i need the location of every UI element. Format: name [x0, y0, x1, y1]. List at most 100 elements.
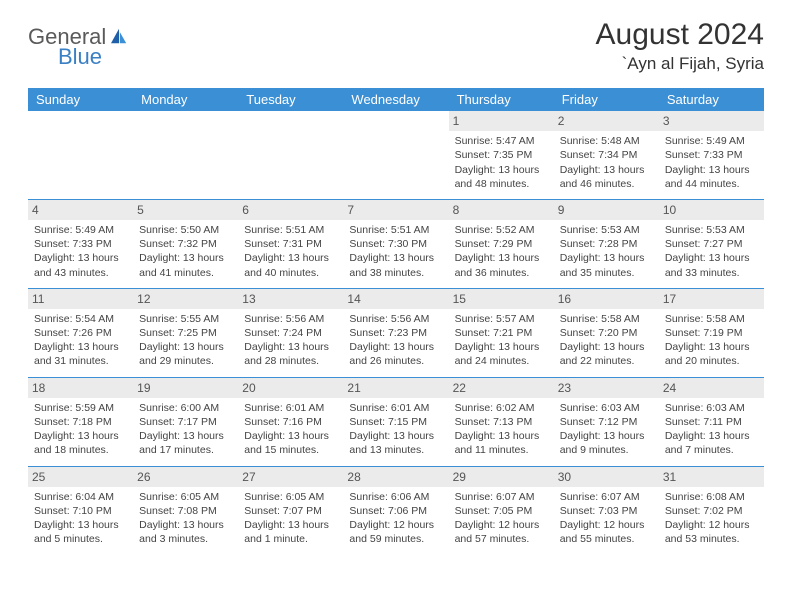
day-number: 10: [659, 200, 764, 220]
sunset-text: Sunset: 7:29 PM: [455, 237, 548, 251]
day-cell: 29Sunrise: 6:07 AMSunset: 7:05 PMDayligh…: [449, 466, 554, 554]
daylight-text: Daylight: 13 hours and 36 minutes.: [455, 251, 548, 279]
sunrise-text: Sunrise: 5:58 AM: [665, 312, 758, 326]
sunrise-text: Sunrise: 5:49 AM: [665, 134, 758, 148]
sunset-text: Sunset: 7:07 PM: [244, 504, 337, 518]
daylight-text: Daylight: 13 hours and 43 minutes.: [34, 251, 127, 279]
location-label: `Ayn al Fijah, Syria: [596, 54, 764, 74]
week-row: 1Sunrise: 5:47 AMSunset: 7:35 PMDaylight…: [28, 111, 764, 199]
sunset-text: Sunset: 7:28 PM: [560, 237, 653, 251]
sunrise-text: Sunrise: 6:08 AM: [665, 490, 758, 504]
sunrise-text: Sunrise: 6:06 AM: [349, 490, 442, 504]
day-header: Sunday: [28, 88, 133, 111]
sunset-text: Sunset: 7:16 PM: [244, 415, 337, 429]
day-cell: 9Sunrise: 5:53 AMSunset: 7:28 PMDaylight…: [554, 199, 659, 288]
daylight-text: Daylight: 13 hours and 29 minutes.: [139, 340, 232, 368]
daylight-text: Daylight: 12 hours and 55 minutes.: [560, 518, 653, 546]
day-header: Saturday: [659, 88, 764, 111]
week-row: 4Sunrise: 5:49 AMSunset: 7:33 PMDaylight…: [28, 199, 764, 288]
sunset-text: Sunset: 7:20 PM: [560, 326, 653, 340]
day-cell: 12 Sunrise: 5:55 AMSunset: 7:25 PMDayligh…: [133, 288, 238, 377]
day-cell: 28Sunrise: 6:06 AMSunset: 7:06 PMDayligh…: [343, 466, 448, 554]
daylight-text: Daylight: 13 hours and 1 minute.: [244, 518, 337, 546]
day-number: 18: [28, 378, 133, 398]
daylight-text: Daylight: 13 hours and 20 minutes.: [665, 340, 758, 368]
sunset-text: Sunset: 7:33 PM: [34, 237, 127, 251]
day-number: 5: [133, 200, 238, 220]
sunset-text: Sunset: 7:27 PM: [665, 237, 758, 251]
sunset-text: Sunset: 7:26 PM: [34, 326, 127, 340]
day-number: 4: [28, 200, 133, 220]
daylight-text: Daylight: 12 hours and 59 minutes.: [349, 518, 442, 546]
sunset-text: Sunset: 7:35 PM: [455, 148, 548, 162]
sunset-text: Sunset: 7:33 PM: [665, 148, 758, 162]
day-cell: 23Sunrise: 6:03 AMSunset: 7:12 PMDayligh…: [554, 377, 659, 466]
day-cell: 19Sunrise: 6:00 AMSunset: 7:17 PMDayligh…: [133, 377, 238, 466]
day-cell: 27Sunrise: 6:05 AMSunset: 7:07 PMDayligh…: [238, 466, 343, 554]
day-number: 12: [133, 289, 238, 309]
sunrise-text: Sunrise: 5:55 AM: [139, 312, 232, 326]
daylight-text: Daylight: 13 hours and 3 minutes.: [139, 518, 232, 546]
day-header-row: Sunday Monday Tuesday Wednesday Thursday…: [28, 88, 764, 111]
day-number: 1: [449, 111, 554, 131]
sunrise-text: Sunrise: 6:01 AM: [244, 401, 337, 415]
day-number: 19: [133, 378, 238, 398]
daylight-text: Daylight: 13 hours and 46 minutes.: [560, 163, 653, 191]
sunset-text: Sunset: 7:31 PM: [244, 237, 337, 251]
sunrise-text: Sunrise: 6:07 AM: [455, 490, 548, 504]
daylight-text: Daylight: 13 hours and 18 minutes.: [34, 429, 127, 457]
day-number: 17: [659, 289, 764, 309]
sunrise-text: Sunrise: 6:02 AM: [455, 401, 548, 415]
daylight-text: Daylight: 13 hours and 17 minutes.: [139, 429, 232, 457]
day-cell: 14Sunrise: 5:56 AMSunset: 7:23 PMDayligh…: [343, 288, 448, 377]
sunrise-text: Sunrise: 5:59 AM: [34, 401, 127, 415]
sunrise-text: Sunrise: 5:47 AM: [455, 134, 548, 148]
sunset-text: Sunset: 7:03 PM: [560, 504, 653, 518]
day-cell: 10Sunrise: 5:53 AMSunset: 7:27 PMDayligh…: [659, 199, 764, 288]
day-cell: [238, 111, 343, 199]
day-cell: 25Sunrise: 6:04 AMSunset: 7:10 PMDayligh…: [28, 466, 133, 554]
day-number: 8: [449, 200, 554, 220]
day-number: 11: [28, 289, 133, 309]
sunset-text: Sunset: 7:17 PM: [139, 415, 232, 429]
daylight-text: Daylight: 12 hours and 57 minutes.: [455, 518, 548, 546]
daylight-text: Daylight: 13 hours and 31 minutes.: [34, 340, 127, 368]
daylight-text: Daylight: 13 hours and 24 minutes.: [455, 340, 548, 368]
daylight-text: Daylight: 13 hours and 13 minutes.: [349, 429, 442, 457]
sunset-text: Sunset: 7:24 PM: [244, 326, 337, 340]
sunset-text: Sunset: 7:19 PM: [665, 326, 758, 340]
sunrise-text: Sunrise: 5:56 AM: [349, 312, 442, 326]
daylight-text: Daylight: 13 hours and 11 minutes.: [455, 429, 548, 457]
sunrise-text: Sunrise: 5:48 AM: [560, 134, 653, 148]
sail-icon: [108, 28, 129, 49]
day-number: 16: [554, 289, 659, 309]
day-cell: 8Sunrise: 5:52 AMSunset: 7:29 PMDaylight…: [449, 199, 554, 288]
sunset-text: Sunset: 7:12 PM: [560, 415, 653, 429]
day-number: 30: [554, 467, 659, 487]
daylight-text: Daylight: 13 hours and 15 minutes.: [244, 429, 337, 457]
day-cell: 15Sunrise: 5:57 AMSunset: 7:21 PMDayligh…: [449, 288, 554, 377]
day-number: 29: [449, 467, 554, 487]
day-number: 2: [554, 111, 659, 131]
sunset-text: Sunset: 7:25 PM: [139, 326, 232, 340]
sunrise-text: Sunrise: 6:03 AM: [560, 401, 653, 415]
sunset-text: Sunset: 7:13 PM: [455, 415, 548, 429]
day-number: 6: [238, 200, 343, 220]
day-number: 26: [133, 467, 238, 487]
day-cell: 24Sunrise: 6:03 AMSunset: 7:11 PMDayligh…: [659, 377, 764, 466]
day-cell: 30Sunrise: 6:07 AMSunset: 7:03 PMDayligh…: [554, 466, 659, 554]
daylight-text: Daylight: 13 hours and 48 minutes.: [455, 163, 548, 191]
day-cell: 26Sunrise: 6:05 AMSunset: 7:08 PMDayligh…: [133, 466, 238, 554]
sunset-text: Sunset: 7:10 PM: [34, 504, 127, 518]
sunrise-text: Sunrise: 5:50 AM: [139, 223, 232, 237]
daylight-text: Daylight: 13 hours and 26 minutes.: [349, 340, 442, 368]
day-number: 14: [343, 289, 448, 309]
sunrise-text: Sunrise: 5:54 AM: [34, 312, 127, 326]
sunrise-text: Sunrise: 5:49 AM: [34, 223, 127, 237]
daylight-text: Daylight: 13 hours and 22 minutes.: [560, 340, 653, 368]
daylight-text: Daylight: 13 hours and 41 minutes.: [139, 251, 232, 279]
week-row: 18Sunrise: 5:59 AMSunset: 7:18 PMDayligh…: [28, 377, 764, 466]
day-cell: 1 Sunrise: 5:47 AMSunset: 7:35 PMDaylight…: [449, 111, 554, 199]
day-number: 3: [659, 111, 764, 131]
sunrise-text: Sunrise: 5:51 AM: [244, 223, 337, 237]
